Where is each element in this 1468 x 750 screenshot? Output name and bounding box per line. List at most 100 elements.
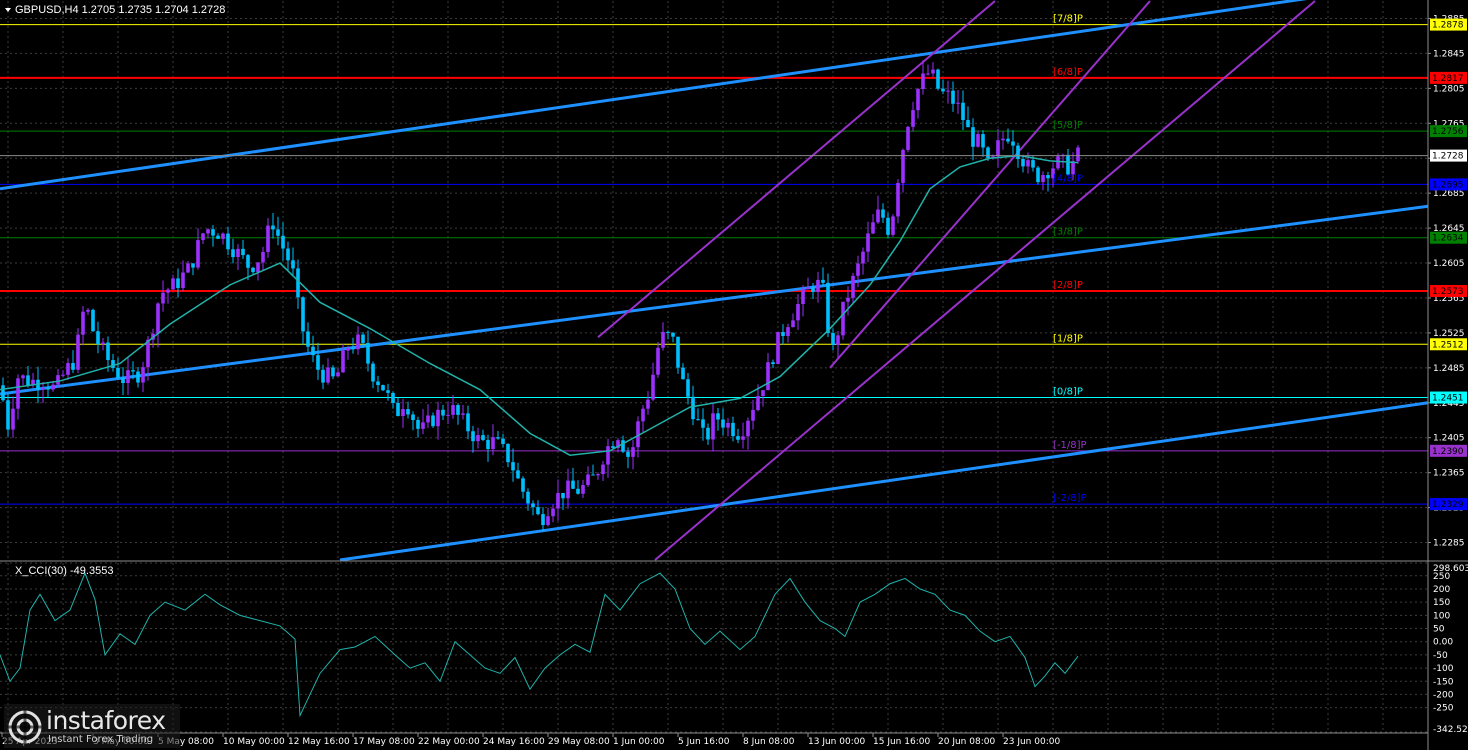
candle-body <box>66 363 70 375</box>
candle-body <box>831 333 835 346</box>
candle-body <box>706 427 710 440</box>
candle-body <box>1016 145 1020 160</box>
candle-body <box>646 399 650 409</box>
candle-body <box>1026 160 1030 167</box>
candle-body <box>1076 147 1080 162</box>
candle-body <box>811 287 815 292</box>
candle-body <box>171 278 175 290</box>
candle-body <box>851 275 855 298</box>
candle-body <box>1041 175 1045 183</box>
candle-body <box>41 388 45 390</box>
candle-body <box>931 69 935 74</box>
candle-body <box>246 255 250 268</box>
candle-body <box>971 127 975 147</box>
candle-body <box>216 235 220 239</box>
price-badge-label: 1.2329 <box>1432 500 1464 510</box>
time-tick-label: 24 May 16:00 <box>483 737 545 747</box>
price-badge <box>1430 71 1467 84</box>
candle-body <box>31 379 35 386</box>
price-tick-label: 1.2525 <box>1433 329 1465 339</box>
candle-body <box>201 233 205 241</box>
candle-body <box>76 334 80 370</box>
time-tick-label: 8 Jun 08:00 <box>743 737 795 747</box>
price-badge-label: 1.2634 <box>1432 234 1464 244</box>
candle-body <box>596 474 600 476</box>
candle-body <box>311 346 315 356</box>
candle-body <box>71 363 75 370</box>
candle-body <box>576 488 580 494</box>
candle-body <box>116 367 120 378</box>
price-tick-label: 1.2485 <box>1433 364 1465 374</box>
time-tick-label: 1 Jun 00:00 <box>613 737 665 747</box>
candle-body <box>771 362 775 365</box>
price-tick-label: 1.2285 <box>1433 539 1465 549</box>
candle-body <box>291 260 295 269</box>
candle-body <box>181 272 185 289</box>
candle-body <box>96 331 100 345</box>
time-tick-label: 23 Jun 00:00 <box>1003 737 1060 747</box>
candle-body <box>671 332 675 337</box>
candle-body <box>736 436 740 440</box>
time-tick-label: 17 May 08:00 <box>353 737 415 747</box>
candle-body <box>741 436 745 440</box>
candle-body <box>386 390 390 393</box>
price-badge-label: 1.2390 <box>1432 447 1464 457</box>
cci-tick-label: 100 <box>1433 611 1450 621</box>
candle-body <box>176 278 180 289</box>
brand-tagline: Instant Forex Trading <box>48 734 154 745</box>
price-tick-label: 1.2365 <box>1433 469 1465 479</box>
price-tick-label: 1.2685 <box>1433 189 1465 199</box>
candle-body <box>961 102 965 121</box>
time-tick-label: 5 May 08:00 <box>158 737 214 747</box>
candle-body <box>651 374 655 400</box>
channel-line <box>829 0 1151 369</box>
candle-body <box>21 375 25 379</box>
candle-body <box>361 334 365 343</box>
candle-body <box>346 348 350 351</box>
candle-body <box>411 414 415 421</box>
price-tick-label: 1.2845 <box>1433 49 1465 59</box>
candle-body <box>466 413 470 432</box>
candle-body <box>701 419 705 428</box>
candle-body <box>856 263 860 276</box>
candle-body <box>606 446 610 465</box>
candle-body <box>546 516 550 526</box>
candle-body <box>781 332 785 336</box>
cci-tick-label: 298.6031 <box>1433 564 1468 574</box>
cci-tick-label: -50 <box>1433 651 1448 661</box>
price-badge <box>1430 125 1467 138</box>
candle-body <box>306 331 310 347</box>
candle-body <box>191 263 195 268</box>
cci-tick-label: 250 <box>1433 572 1450 582</box>
dropdown-triangle-icon[interactable] <box>5 8 11 12</box>
candle-body <box>471 431 475 442</box>
trend-line <box>0 204 1429 396</box>
candle-body <box>366 342 370 364</box>
candle-body <box>776 332 780 365</box>
candle-body <box>941 88 945 92</box>
candle-body <box>11 408 15 430</box>
candle-body <box>396 402 400 416</box>
price-badge <box>1430 284 1467 297</box>
candle-body <box>406 409 410 415</box>
candle-body <box>871 222 875 234</box>
murray-label: [0/8]P <box>1053 387 1083 398</box>
candle-body <box>526 491 530 504</box>
candle-body <box>891 216 895 235</box>
candle-body <box>681 367 685 380</box>
candle-body <box>461 413 465 415</box>
candle-body <box>641 408 645 422</box>
candle-body <box>796 304 800 321</box>
candle-body <box>1056 156 1060 169</box>
candlesticks <box>1 60 1080 532</box>
candle-body <box>221 233 225 239</box>
candle-body <box>571 480 575 489</box>
cci-tick-label: -100 <box>1433 664 1454 674</box>
candle-body <box>691 396 695 420</box>
candle-body <box>211 229 215 236</box>
candle-body <box>726 422 730 428</box>
candle-body <box>401 409 405 416</box>
candle-body <box>321 369 325 383</box>
candle-body <box>46 388 50 390</box>
price-badge-label: 1.2878 <box>1432 21 1464 31</box>
